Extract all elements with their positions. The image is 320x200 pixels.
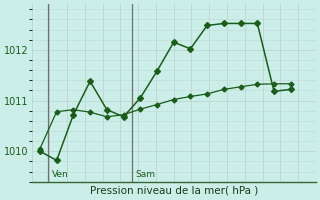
Text: Sam: Sam (135, 170, 155, 179)
X-axis label: Pression niveau de la mer( hPa ): Pression niveau de la mer( hPa ) (90, 186, 258, 196)
Text: Ven: Ven (52, 170, 68, 179)
